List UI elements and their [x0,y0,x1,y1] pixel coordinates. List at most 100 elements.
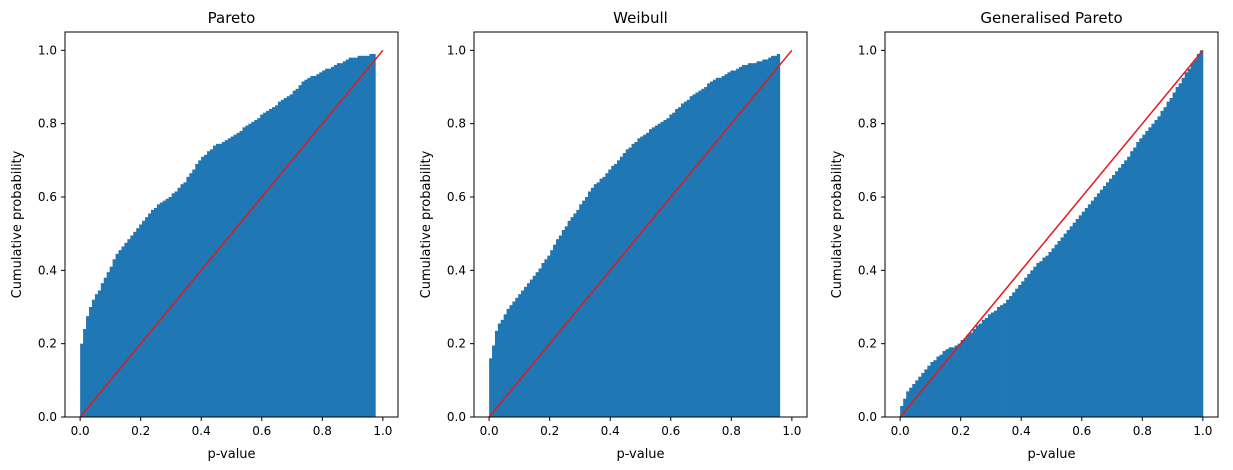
weibull-bar [576,209,580,417]
generalised-pareto-bar [1105,182,1110,417]
weibull-xtick-label: 0.8 [722,424,741,438]
weibull-bar [509,305,513,417]
pareto-bar [195,164,199,417]
pareto-bar [91,299,96,417]
generalised-pareto-bar [1054,244,1058,417]
generalised-pareto-xtick-label: 0.0 [891,424,910,438]
weibull-yticks: 0.0 0.2 0.4 0.6 0.8 1.0 [447,43,474,424]
weibull-bar [773,55,778,417]
weibull-bar [680,103,685,417]
pareto-ytick-label: 0.2 [38,337,57,351]
pareto-ytick-label: 0.0 [38,410,57,424]
generalised-pareto-bar [1166,101,1170,418]
weibull-bar [622,153,627,417]
generalised-pareto-bar [909,387,913,417]
generalised-pareto-reference-line [899,49,1204,418]
weibull-reference-line [488,49,793,418]
weibull-bar [747,63,752,418]
generalised-pareto-bar [939,354,943,417]
weibull-ytick-label: 0.2 [447,337,466,351]
generalised-pareto-bar [1187,68,1192,418]
pareto-xtick-label: 0.6 [252,424,271,438]
weibull-bar [564,226,569,417]
generalised-pareto-bar [990,312,995,417]
generalised-pareto-bar [1084,208,1089,417]
generalised-pareto-bar [1169,98,1173,417]
weibull-bar [585,197,589,417]
generalised-pareto-ytick-label: 0.8 [858,117,877,131]
pareto-xtick-label: 0.0 [71,424,90,438]
pareto-bar [328,68,332,418]
generalised-pareto-bar [972,329,977,417]
generalised-pareto-bar [1030,270,1034,417]
generalised-pareto-bar [1075,219,1080,417]
pareto-bar [109,266,113,417]
pareto-bar [301,81,305,417]
generalised-pareto-bar [927,365,931,417]
generalised-pareto-bar [1130,151,1134,418]
pareto-bars [80,54,376,418]
weibull-ytick-label: 1.0 [447,43,466,57]
pareto-bar [103,277,108,417]
weibull-bar [660,121,664,417]
weibull-bar [497,323,502,417]
generalised-pareto-bar [933,360,937,417]
weibull-bar [521,290,525,417]
generalised-pareto-bar [1087,204,1092,417]
pareto-bar [212,145,217,418]
pareto-bar [201,156,205,418]
generalised-pareto-xtick-label: 0.6 [1072,424,1091,438]
generalised-pareto-title: Generalised Pareto [980,9,1122,27]
pareto-ytick-label: 1.0 [38,43,57,57]
generalised-pareto-bar [1009,296,1013,417]
pareto-bar [224,140,229,418]
generalised-pareto-bar [1027,274,1031,417]
generalised-pareto-bar [978,323,983,417]
weibull-bar [704,87,708,417]
generalised-pareto-bar [975,325,980,417]
pareto-bar [304,79,308,418]
weibull-bar [608,169,612,417]
pareto-bar [316,74,320,418]
pareto-bar [295,88,299,417]
pareto-bar [118,250,122,417]
pareto-y-axis-label: Cumulative probability [10,150,25,298]
weibull-xtick-label: 0.0 [480,424,499,438]
pareto-bar [366,55,370,417]
pareto-bar [289,94,294,417]
pareto-panel: 0.0 0.2 0.4 0.6 0.8 1.0 0.0 0.2 0.4 0.6 0.8 1.0 Pa… [10,9,399,462]
weibull-bar [710,81,714,417]
weibull-bar [524,286,528,417]
generalised-pareto-bar [1196,54,1201,417]
pareto-bar [198,160,202,417]
pareto-bar [159,202,164,417]
weibull-bar [730,70,734,417]
generalised-pareto-yticks: 0.0 0.2 0.4 0.6 0.8 1.0 [858,43,885,424]
generalised-pareto-bar [1145,131,1149,417]
weibull-bar [631,143,635,417]
pareto-bar [357,55,361,417]
weibull-bar [535,272,539,417]
weibull-bar [619,156,624,418]
weibull-bar [756,61,760,417]
weibull-ytick-label: 0.6 [447,190,466,204]
weibull-y-axis-label: Cumulative probability [419,150,434,298]
pareto-bar [348,57,353,418]
pareto-bar [242,127,246,417]
weibull-x-axis-label: p-value [616,447,664,462]
generalised-pareto-bar [1042,257,1046,417]
generalised-pareto-bar [1000,305,1004,417]
pareto-yticks: 0.0 0.2 0.4 0.6 0.8 1.0 [38,43,65,424]
generalised-pareto-bar [921,373,925,417]
weibull-bar [506,308,510,417]
weibull-bar [741,65,746,417]
generalised-pareto-bar [1057,241,1061,417]
pareto-bar [106,272,111,417]
weibull-bar [683,101,688,418]
weibull-bar [541,263,545,417]
pareto-bar [180,184,184,417]
generalised-pareto-bar [1193,59,1198,417]
pareto-bar [80,343,84,417]
weibull-bar [596,182,600,417]
weibull-bar [663,120,667,417]
